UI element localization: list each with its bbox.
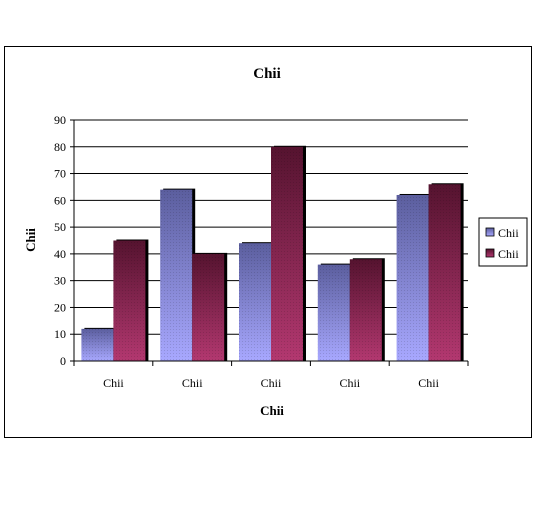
- bar-texture: [81, 328, 114, 361]
- bar-texture: [113, 240, 146, 361]
- bar-texture: [239, 243, 271, 361]
- y-tick-label: 10: [54, 327, 66, 341]
- chart-title: Chii: [253, 66, 281, 82]
- x-tick-label: Chii: [182, 376, 203, 390]
- bar-texture: [428, 184, 461, 361]
- y-tick-label: 50: [54, 220, 66, 234]
- x-tick-label: Chii: [261, 376, 282, 390]
- bars: [81, 145, 464, 361]
- bar-texture: [317, 264, 350, 361]
- x-tick-label: Chii: [339, 376, 360, 390]
- legend-label-series-2: Chii: [498, 247, 519, 261]
- y-tick-label: 90: [54, 113, 66, 127]
- y-tick-label: 70: [54, 167, 66, 181]
- y-axis-title: Chii: [23, 228, 38, 252]
- bar-texture: [271, 146, 303, 361]
- legend-box: [478, 217, 528, 267]
- bar-texture: [396, 194, 429, 361]
- legend-swatch-series-1: [485, 227, 495, 237]
- legend-label-series-1: Chii: [498, 226, 519, 240]
- bar-texture: [160, 189, 193, 361]
- x-tick-label: Chii: [103, 376, 124, 390]
- legend: Chii Chii: [478, 217, 528, 267]
- x-tick-label: Chii: [418, 376, 439, 390]
- chart-frame: Chii Chii Chii 0 10 20 30 40 50 60 70 80 90 Chii C…: [4, 46, 532, 438]
- y-tick-label: 80: [54, 140, 66, 154]
- bar-texture: [349, 259, 382, 361]
- y-tick-label: 0: [60, 354, 66, 368]
- y-tick-label: 60: [54, 193, 66, 207]
- y-tick-label: 20: [54, 300, 66, 314]
- x-axis-title: Chii: [260, 403, 284, 418]
- axes: [70, 119, 469, 366]
- y-tick-label: 40: [54, 247, 66, 261]
- legend-swatch-series-2: [485, 248, 495, 258]
- x-tick-labels: Chii Chii Chii Chii Chii: [103, 376, 440, 390]
- bar-texture: [192, 253, 225, 361]
- y-tick-labels: 0 10 20 30 40 50 60 70 80 90: [54, 113, 66, 368]
- y-tick-label: 30: [54, 274, 66, 288]
